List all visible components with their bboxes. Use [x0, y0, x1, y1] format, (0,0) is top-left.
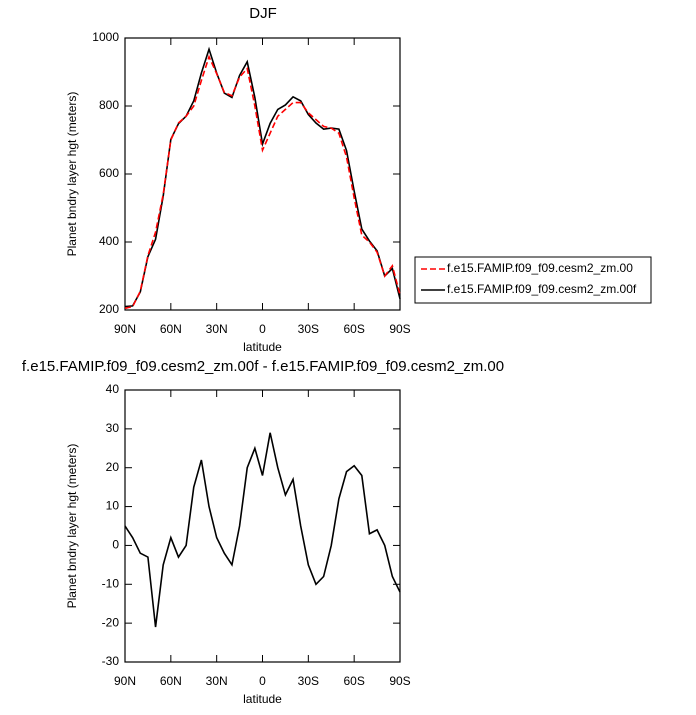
y-tick-label: 1000 [92, 30, 119, 44]
x-tick-label: 60N [160, 322, 182, 336]
line-series [124, 46, 401, 308]
legend-label: f.e15.FAMIP.f09_f09.cesm2_zm.00f [447, 282, 637, 296]
y-axis-label: Planet bndry layer hgt (meters) [65, 444, 79, 609]
x-tick-label: 90N [114, 674, 136, 688]
line-series [124, 432, 401, 628]
x-tick-label: 30N [206, 674, 228, 688]
x-tick-label: 0 [259, 674, 266, 688]
x-tick-label: 60S [343, 322, 364, 336]
chart-title: f.e15.FAMIP.f09_f09.cesm2_zm.00f - f.e15… [22, 358, 504, 375]
line-series [124, 54, 401, 310]
legend-box [414, 256, 652, 304]
y-tick-label: -20 [102, 615, 120, 629]
x-tick-label: 90N [114, 322, 136, 336]
y-tick-label: 10 [106, 499, 120, 513]
plot-frame [124, 37, 401, 311]
y-tick-label: 30 [106, 421, 120, 435]
x-tick-label: 90S [389, 322, 410, 336]
y-tick-label: 600 [99, 166, 119, 180]
y-tick-label: 200 [99, 302, 119, 316]
y-tick-label: 0 [112, 538, 119, 552]
plot-frame [124, 389, 401, 663]
y-tick-label: 20 [106, 460, 120, 474]
y-tick-label: 40 [106, 382, 120, 396]
y-tick-label: 400 [99, 234, 119, 248]
x-tick-label: 60S [343, 674, 364, 688]
x-tick-label: 30S [298, 322, 319, 336]
x-axis-label: latitude [243, 692, 282, 706]
x-axis-label: latitude [243, 340, 282, 354]
chart-title: DJF [249, 5, 277, 22]
x-tick-label: 0 [259, 322, 266, 336]
y-tick-label: -10 [102, 576, 120, 590]
y-tick-label: 800 [99, 98, 119, 112]
y-axis-label: Planet bndry layer hgt (meters) [65, 92, 79, 257]
x-tick-label: 30N [206, 322, 228, 336]
x-tick-label: 30S [298, 674, 319, 688]
y-tick-label: -30 [102, 654, 120, 668]
x-tick-label: 60N [160, 674, 182, 688]
x-tick-label: 90S [389, 674, 410, 688]
legend-label: f.e15.FAMIP.f09_f09.cesm2_zm.00 [447, 261, 633, 275]
